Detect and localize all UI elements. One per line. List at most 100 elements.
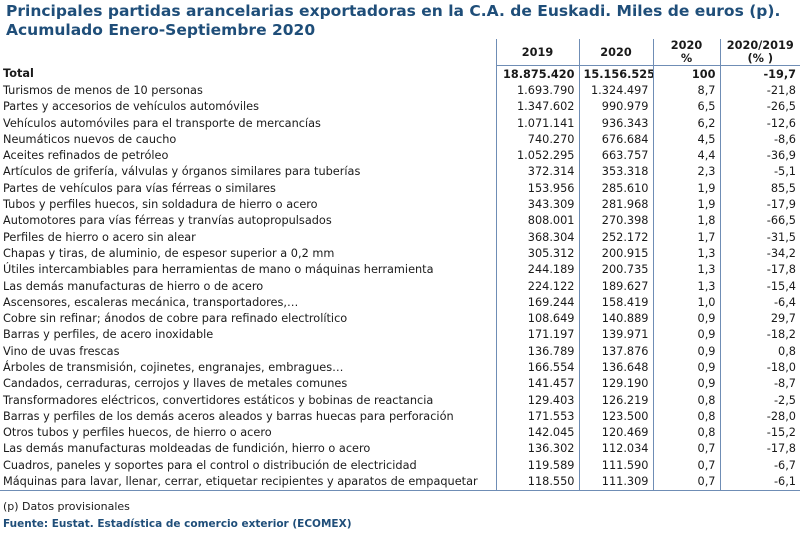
table-row: Cobre sin refinar; ánodos de cobre para … [0, 310, 800, 327]
row-2019: 740.270 [495, 131, 579, 148]
row-pct: 1,3 [652, 277, 720, 295]
row-2020: 189.627 [578, 277, 653, 295]
row-2020: 158.419 [578, 294, 653, 311]
row-variation: 85,5 [719, 180, 800, 197]
row-variation: -8,6 [719, 131, 800, 148]
row-label: Chapas y tiras, de aluminio, de espesor … [3, 246, 335, 260]
row-2020: 252.172 [578, 228, 653, 246]
table-row: Transformadores eléctricos, convertidore… [0, 391, 800, 409]
row-label: Vino de uvas frescas [3, 344, 120, 358]
row-variation: -28,0 [719, 408, 800, 425]
row-pct: 0,9 [652, 343, 720, 360]
table-row: Barras y perfiles, de acero inoxidable 17… [0, 326, 800, 344]
row-2020: 112.034 [578, 440, 653, 458]
table-row: Cuadros, paneles y soportes para el cont… [0, 457, 800, 474]
table-row: Aceites refinados de petróleo 1.052.295 66… [0, 147, 800, 164]
row-2020: 111.309 [578, 473, 653, 491]
row-2019: 142.045 [495, 424, 579, 441]
exports-table: 2019 2020 2020 % 2020/2019 (% ) Total 18… [0, 39, 800, 491]
table-row: Otros tubos y perfiles huecos, de hierro… [0, 424, 800, 441]
row-2019: 305.312 [495, 245, 579, 262]
table-row: Chapas y tiras, de aluminio, de espesor … [0, 245, 800, 262]
row-pct: 0,9 [652, 375, 720, 392]
row-variation: -31,5 [719, 228, 800, 246]
row-label: Neumáticos nuevos de caucho [3, 132, 177, 146]
header-blank [0, 39, 496, 66]
source-note: Fuente: Eustat. Estadística de comercio … [3, 518, 352, 530]
row-pct: 1,9 [652, 180, 720, 197]
row-pct: 4,5 [652, 131, 720, 148]
row-label: Tubos y perfiles huecos, sin soldadura d… [3, 198, 318, 212]
row-label: Aceites refinados de petróleo [3, 149, 169, 163]
row-2019: 153.956 [495, 180, 579, 197]
row-pct: 2,3 [652, 163, 720, 181]
row-2020: 353.318 [578, 163, 653, 181]
row-label: Barras y perfiles, de acero inoxidable [3, 328, 214, 342]
row-2020: 663.757 [578, 147, 653, 164]
row-pct: 1,8 [652, 212, 720, 229]
row-pct: 0,8 [652, 424, 720, 441]
row-2019: 244.189 [495, 261, 579, 278]
row-label: Barras y perfiles de los demás aceros al… [3, 409, 454, 423]
row-label: Las demás manufacturas moldeadas de fund… [3, 442, 371, 456]
header-variation-label: 2020/2019 [726, 39, 794, 52]
row-pct: 0,7 [652, 440, 720, 458]
row-2020: 1.324.497 [578, 82, 653, 99]
total-row: Total 18.875.420 15.156.525 100 -19,7 [0, 65, 800, 83]
row-pct: 6,5 [652, 98, 720, 115]
row-label: Otros tubos y perfiles huecos, de hierro… [3, 426, 272, 440]
provisional-note: (p) Datos provisionales [3, 500, 130, 513]
row-label: Turismos de menos de 10 personas [3, 83, 203, 97]
row-variation: -18,0 [719, 359, 800, 376]
row-2020: 270.398 [578, 212, 653, 229]
row-2019: 372.314 [495, 163, 579, 181]
row-pct: 1,3 [652, 261, 720, 278]
row-2020: 129.190 [578, 375, 653, 392]
row-variation: -17,8 [719, 261, 800, 278]
row-label: Árboles de transmisión, cojinetes, engra… [3, 360, 344, 374]
table-row: Útiles intercambiables para herramientas… [0, 261, 800, 278]
row-2019: 171.553 [495, 408, 579, 425]
row-2019: 343.309 [495, 196, 579, 213]
table-row: Automotores para vías férreas y tranvías… [0, 212, 800, 229]
row-label: Útiles intercambiables para herramientas… [3, 263, 434, 277]
row-2019: 1.052.295 [495, 147, 579, 164]
row-pct: 4,4 [652, 147, 720, 164]
row-variation: -34,2 [719, 245, 800, 262]
header-row: 2019 2020 2020 % 2020/2019 (% ) [0, 39, 800, 66]
total-label: Total [3, 67, 34, 81]
row-label: Cuadros, paneles y soportes para el cont… [3, 458, 417, 472]
table-row: Árboles de transmisión, cojinetes, engra… [0, 359, 800, 376]
row-2019: 136.302 [495, 440, 579, 458]
row-variation: -66,5 [719, 212, 800, 229]
row-pct: 0,7 [652, 473, 720, 491]
row-pct: 8,7 [652, 82, 720, 99]
header-variation: 2020/2019 (% ) [719, 39, 800, 66]
row-2019: 171.197 [495, 326, 579, 344]
title-line-1: Principales partidas arancelarias export… [6, 2, 781, 20]
row-2019: 808.001 [495, 212, 579, 229]
row-2019: 141.457 [495, 375, 579, 392]
row-label: Perfiles de hierro o acero sin alear [3, 230, 196, 244]
row-variation: -21,8 [719, 82, 800, 99]
table-row: Neumáticos nuevos de caucho 740.270 676.68… [0, 131, 800, 148]
row-variation: -2,5 [719, 391, 800, 409]
row-pct: 1,0 [652, 294, 720, 311]
table-row: Perfiles de hierro o acero sin alear 368.… [0, 228, 800, 246]
table-row: Artículos de grifería, válvulas y órgano… [0, 163, 800, 181]
row-2019: 1.347.602 [495, 98, 579, 115]
row-label: Cobre sin refinar; ánodos de cobre para … [3, 312, 348, 326]
row-variation: 29,7 [719, 310, 800, 327]
row-2019: 1.693.790 [495, 82, 579, 99]
row-variation: -6,4 [719, 294, 800, 311]
row-pct: 0,9 [652, 310, 720, 327]
row-2020: 281.968 [578, 196, 653, 213]
total-2019: 18.875.420 [495, 65, 579, 83]
row-2019: 224.122 [495, 277, 579, 295]
row-pct: 1,9 [652, 196, 720, 213]
row-2020: 200.915 [578, 245, 653, 262]
total-2020: 15.156.525 [578, 65, 653, 83]
row-2019: 129.403 [495, 391, 579, 409]
title-line-2: Acumulado Enero-Septiembre 2020 [6, 21, 316, 39]
table-row: Máquinas para lavar, llenar, cerrar, eti… [0, 473, 800, 491]
